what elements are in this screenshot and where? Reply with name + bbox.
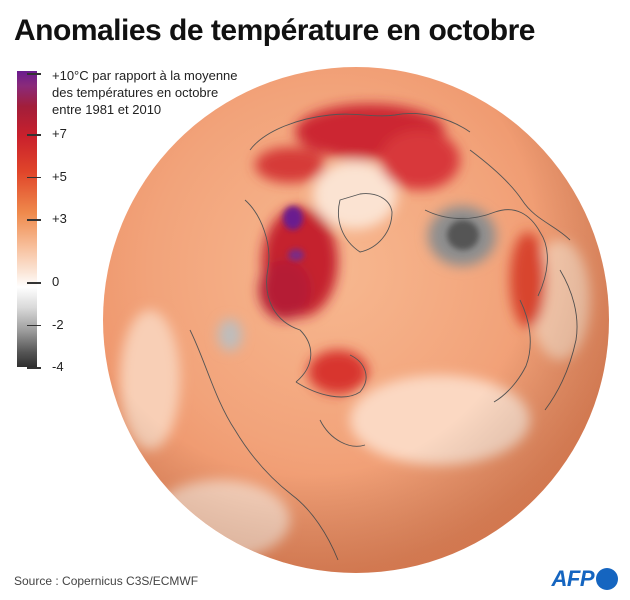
page-title: Anomalies de température en octobre [14,14,535,47]
afp-logo-dot [596,568,618,590]
source-credit: Source : Copernicus C3S/ECMWF [14,574,199,588]
legend-tick [27,176,41,179]
legend-tick [27,219,41,221]
legend-tick-label: 0 [52,274,60,290]
legend-tick [27,367,41,369]
legend-tick-top [27,73,41,75]
legend-tick-label: +3 [52,211,67,226]
legend-caption-line: +10°C par rapport à la moyenne [52,68,238,83]
legend-caption-line: entre 1981 et 2010 [52,102,162,117]
afp-logo-text: AFP [551,566,595,591]
legend-caption-line: des températures en octobre [52,85,219,100]
legend-caption: +10°C par rapport à la moyenne des tempé… [52,67,272,118]
legend-tick-label: +5 [52,168,67,184]
legend-tick [27,324,41,327]
legend-tick-label: -4 [52,359,64,374]
legend-tick-label: -2 [52,316,64,332]
legend-tick [27,282,41,284]
legend-tick-label: +7 [52,126,67,142]
afp-logo: AFP [551,566,618,592]
legend-tick [27,134,41,136]
